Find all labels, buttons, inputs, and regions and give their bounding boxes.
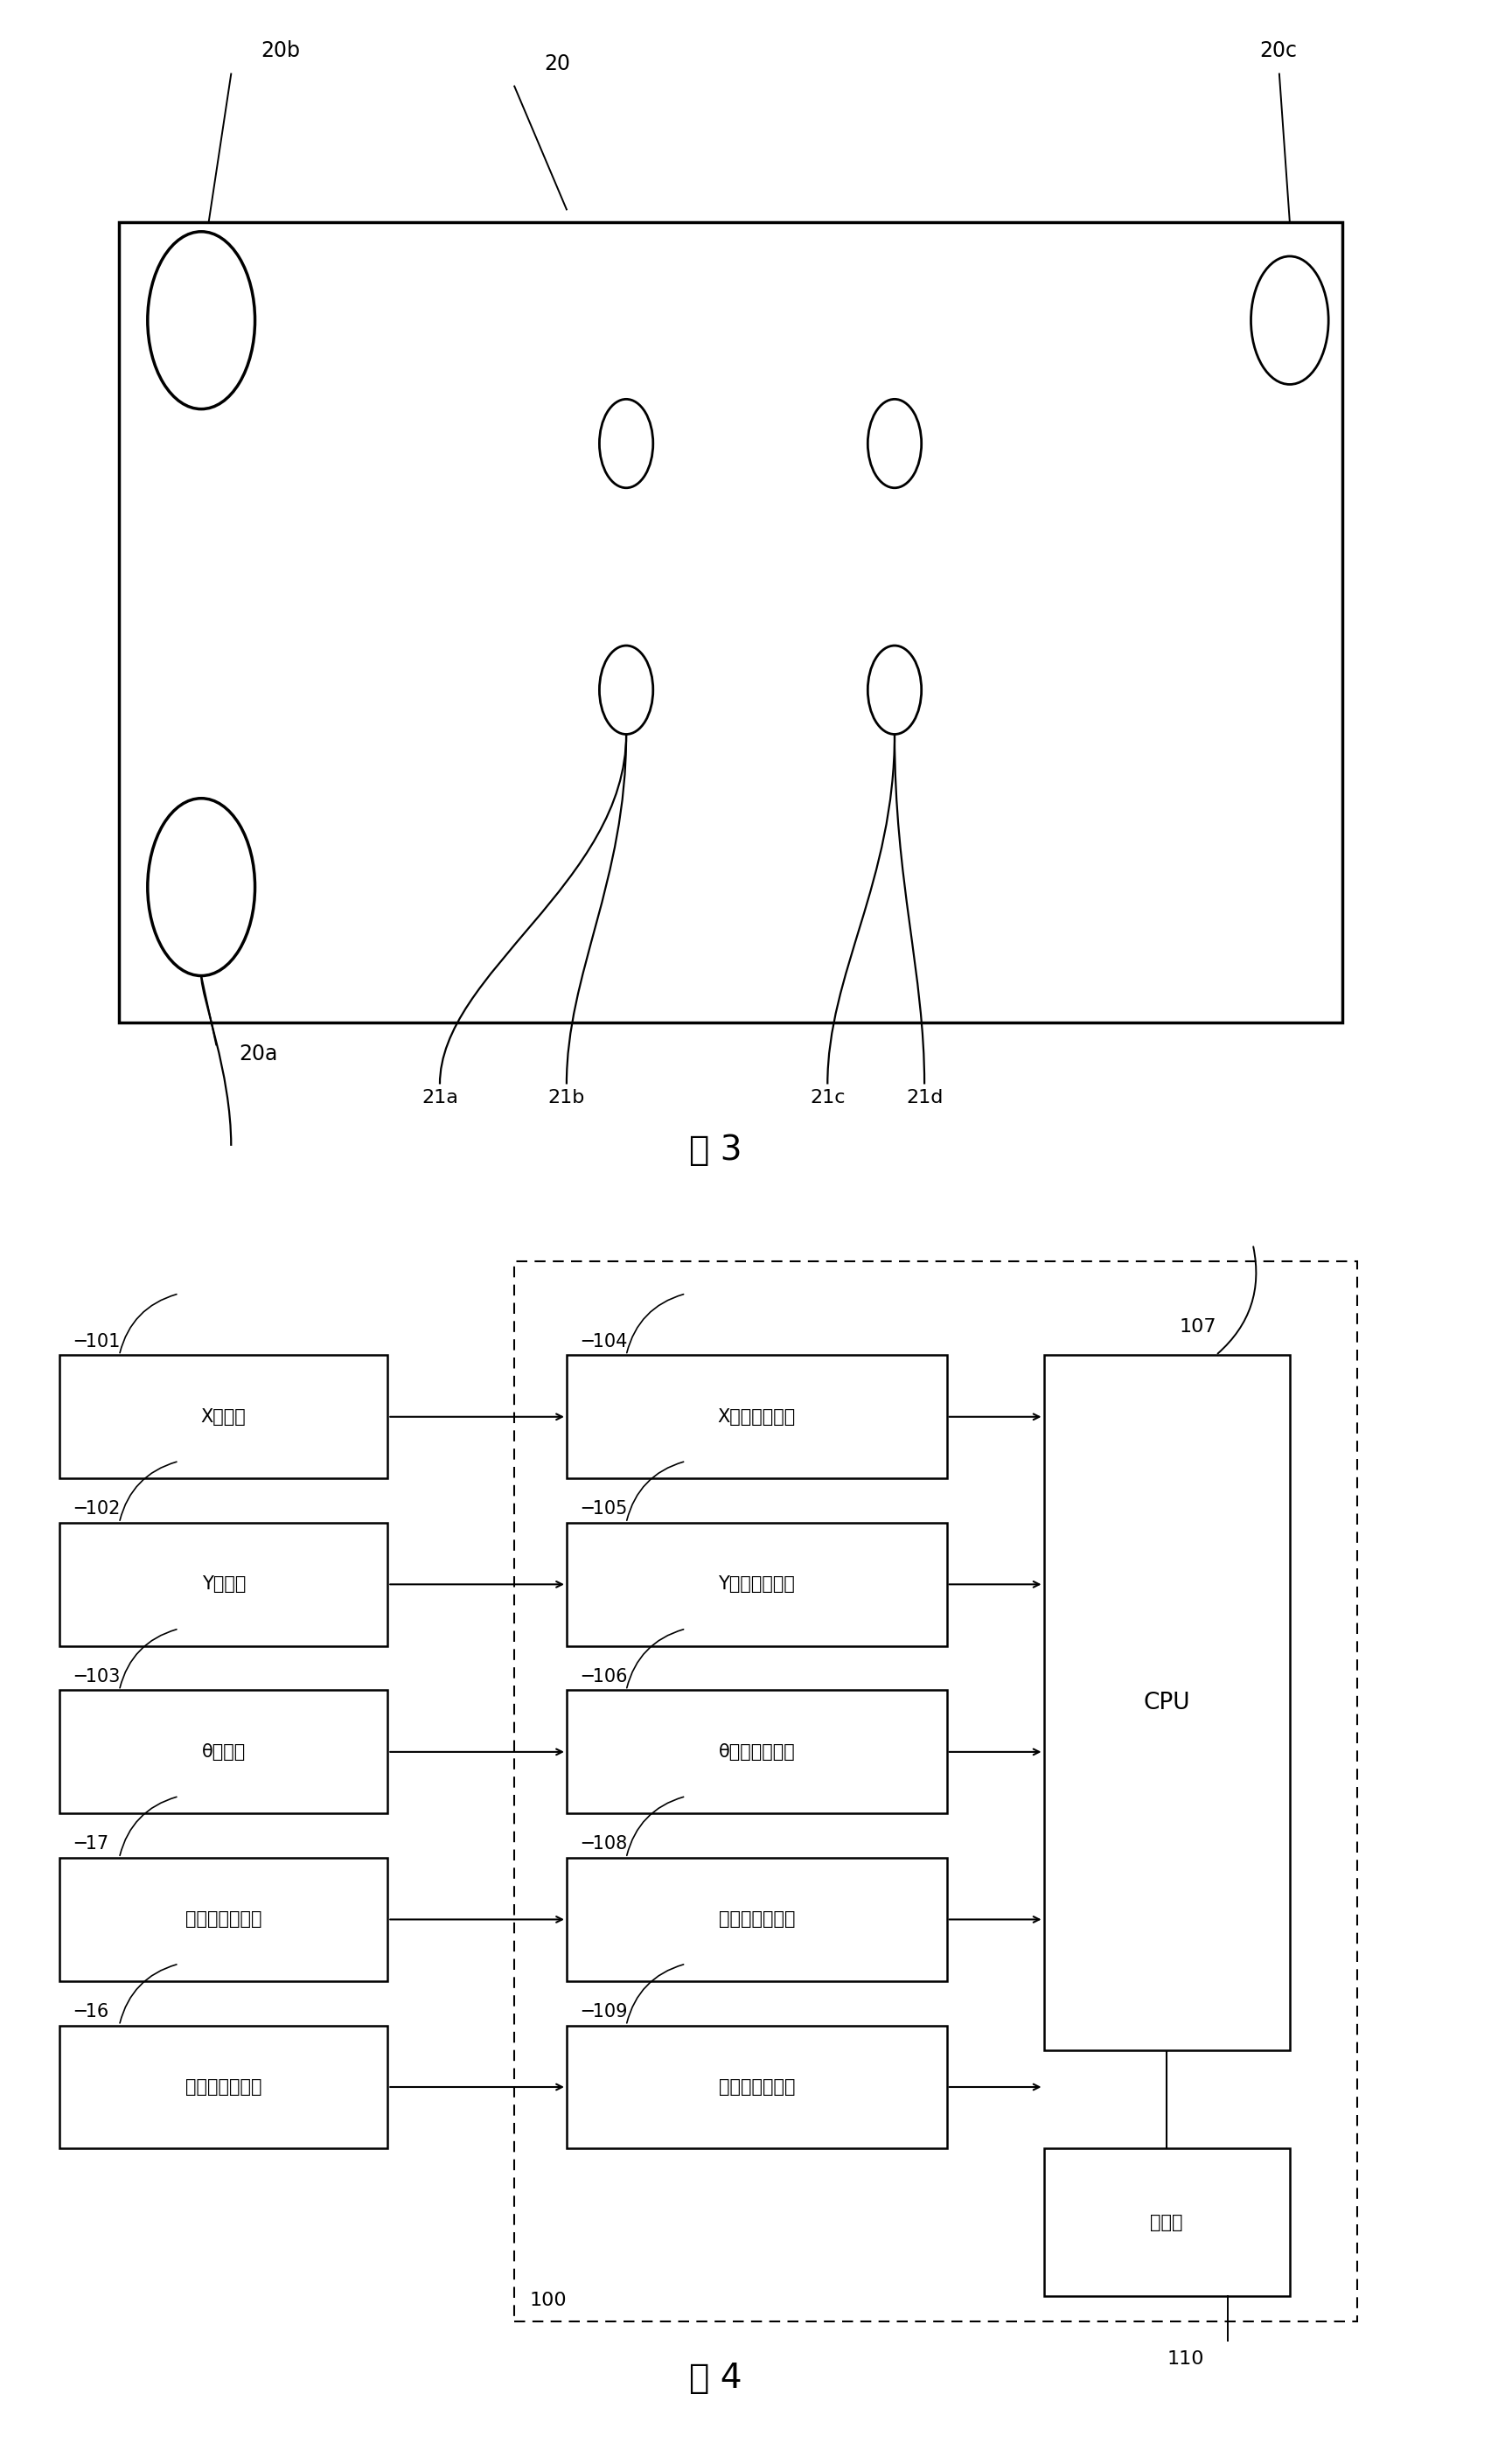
Text: Y电动机驱动器: Y电动机驱动器 xyxy=(719,1574,795,1594)
Bar xyxy=(60,2025,388,2149)
Text: 基板图像处理部: 基板图像处理部 xyxy=(719,1910,795,1929)
Text: X电动机: X电动机 xyxy=(201,1407,246,1427)
Text: 21d: 21d xyxy=(907,1089,942,1106)
Text: 部件图像处理部: 部件图像处理部 xyxy=(719,2077,795,2097)
Text: ─109: ─109 xyxy=(581,2003,628,2020)
Bar xyxy=(60,1858,388,1981)
Text: X电动机驱动器: X电动机驱动器 xyxy=(717,1407,796,1427)
Text: ─101: ─101 xyxy=(75,1333,121,1350)
Circle shape xyxy=(148,798,255,976)
Text: 100: 100 xyxy=(529,2292,567,2309)
Bar xyxy=(567,1523,947,1646)
Bar xyxy=(567,1690,947,1814)
Circle shape xyxy=(599,399,653,488)
Text: CPU: CPU xyxy=(1144,1690,1190,1715)
Bar xyxy=(60,1690,388,1814)
Text: 20c: 20c xyxy=(1260,39,1297,62)
Bar xyxy=(1044,1355,1290,2050)
Bar xyxy=(1044,2149,1290,2296)
Bar xyxy=(60,1355,388,1478)
Text: 20a: 20a xyxy=(239,1042,277,1064)
Text: ─102: ─102 xyxy=(75,1501,121,1518)
Text: θ电动机: θ电动机 xyxy=(201,1742,246,1762)
Text: ─16: ─16 xyxy=(75,2003,109,2020)
Bar xyxy=(514,1262,1357,2321)
Circle shape xyxy=(1251,256,1328,384)
Text: 存储器: 存储器 xyxy=(1151,2213,1182,2232)
Bar xyxy=(567,2025,947,2149)
Text: 107: 107 xyxy=(1179,1318,1217,1335)
Bar xyxy=(567,1355,947,1478)
Circle shape xyxy=(148,232,255,409)
Text: 21c: 21c xyxy=(810,1089,845,1106)
Text: θ电动机驱动器: θ电动机驱动器 xyxy=(719,1742,795,1762)
Text: 21a: 21a xyxy=(422,1089,458,1106)
Text: ─105: ─105 xyxy=(581,1501,628,1518)
Circle shape xyxy=(599,646,653,734)
Text: 基板识别照相机: 基板识别照相机 xyxy=(185,1910,262,1929)
Text: 20: 20 xyxy=(544,52,571,74)
Bar xyxy=(567,1858,947,1981)
Text: 图 3: 图 3 xyxy=(689,1133,743,1165)
Text: 110: 110 xyxy=(1166,2351,1203,2368)
Bar xyxy=(119,222,1342,1023)
Text: Y电动机: Y电动机 xyxy=(201,1574,246,1594)
Text: 20b: 20b xyxy=(261,39,300,62)
Text: ─104: ─104 xyxy=(581,1333,628,1350)
Circle shape xyxy=(868,399,921,488)
Text: 部件识别照相机: 部件识别照相机 xyxy=(185,2077,262,2097)
Text: ─103: ─103 xyxy=(75,1668,121,1685)
Text: ─108: ─108 xyxy=(581,1836,628,1853)
Text: ─17: ─17 xyxy=(75,1836,109,1853)
Circle shape xyxy=(868,646,921,734)
Text: 21b: 21b xyxy=(549,1089,584,1106)
Text: 图 4: 图 4 xyxy=(689,2363,743,2395)
Bar xyxy=(60,1523,388,1646)
Text: ─106: ─106 xyxy=(581,1668,628,1685)
